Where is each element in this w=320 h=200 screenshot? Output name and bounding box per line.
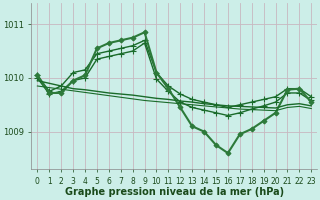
X-axis label: Graphe pression niveau de la mer (hPa): Graphe pression niveau de la mer (hPa) — [65, 187, 284, 197]
